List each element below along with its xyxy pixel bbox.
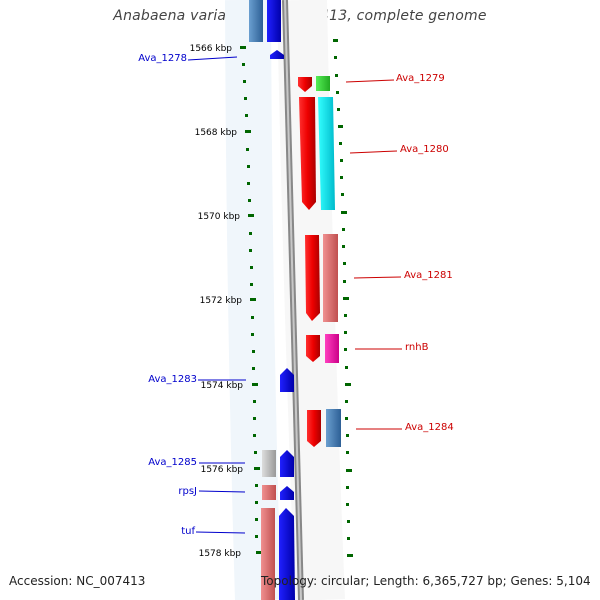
ruler-label-1574: 1574 kbp <box>201 381 244 391</box>
gene-rpsj-blue[interactable] <box>280 486 294 500</box>
gene-ava1280-red[interactable] <box>299 97 316 210</box>
label-tuf[interactable]: tuf <box>181 526 195 537</box>
ruler-label-1572: 1572 kbp <box>200 296 243 306</box>
gene-ava1283[interactable] <box>280 368 294 392</box>
gene-ava1281-red[interactable] <box>305 235 320 321</box>
leader-ava1278 <box>187 56 238 61</box>
label-ava1280[interactable]: Ava_1280 <box>400 144 449 155</box>
topology-text: Topology: circular; Length: 6,365,727 bp… <box>261 574 591 588</box>
right-ruler <box>333 39 353 557</box>
label-rpsj[interactable]: rpsJ <box>178 486 197 497</box>
ruler-label-1578: 1578 kbp <box>199 549 242 559</box>
gene-ava1278[interactable] <box>270 50 284 59</box>
left-ruler <box>240 46 262 554</box>
gene-rpsj-pink[interactable] <box>262 485 276 500</box>
accession-text: Accession: NC_007413 <box>9 574 146 588</box>
gene-ava1284-red[interactable] <box>307 410 321 447</box>
gene-top-blue[interactable] <box>267 0 281 42</box>
label-ava1283[interactable]: Ava_1283 <box>148 374 197 385</box>
gene-rnhb-red[interactable] <box>306 335 320 362</box>
leader-ava1280 <box>349 150 398 154</box>
ruler-label-1570: 1570 kbp <box>198 212 241 222</box>
gene-ava1284-steel[interactable] <box>326 409 341 447</box>
label-ava1285[interactable]: Ava_1285 <box>148 457 197 468</box>
ruler-label-1566: 1566 kbp <box>190 44 233 54</box>
gene-ava1280-cyan[interactable] <box>318 97 335 210</box>
label-ava1278[interactable]: Ava_1278 <box>138 53 187 64</box>
gene-ava1279-box[interactable] <box>316 76 330 91</box>
genome-backbone-highlight <box>284 0 302 600</box>
gene-top-steel[interactable] <box>249 0 263 42</box>
ruler-label-1576: 1576 kbp <box>201 465 244 475</box>
gene-ava1279-head[interactable] <box>298 77 312 92</box>
leader-rpsj <box>198 490 246 493</box>
label-ava1279[interactable]: Ava_1279 <box>396 73 445 84</box>
leader-ava1279 <box>345 79 395 83</box>
gene-ava1285-blue[interactable] <box>280 450 294 477</box>
gene-tuf-pink[interactable] <box>261 508 275 600</box>
leader-ava1281 <box>353 276 402 279</box>
label-rnhb[interactable]: rnhB <box>405 342 429 353</box>
label-ava1284[interactable]: Ava_1284 <box>405 422 454 433</box>
leader-tuf <box>195 531 246 534</box>
ruler-label-1568: 1568 kbp <box>195 128 238 138</box>
gene-ava1285-gray[interactable] <box>262 450 276 477</box>
label-ava1281[interactable]: Ava_1281 <box>404 270 453 281</box>
gene-tuf-blue[interactable] <box>279 508 295 600</box>
gene-rnhb-magenta[interactable] <box>325 334 339 363</box>
gene-ava1281-pink[interactable] <box>323 234 338 322</box>
